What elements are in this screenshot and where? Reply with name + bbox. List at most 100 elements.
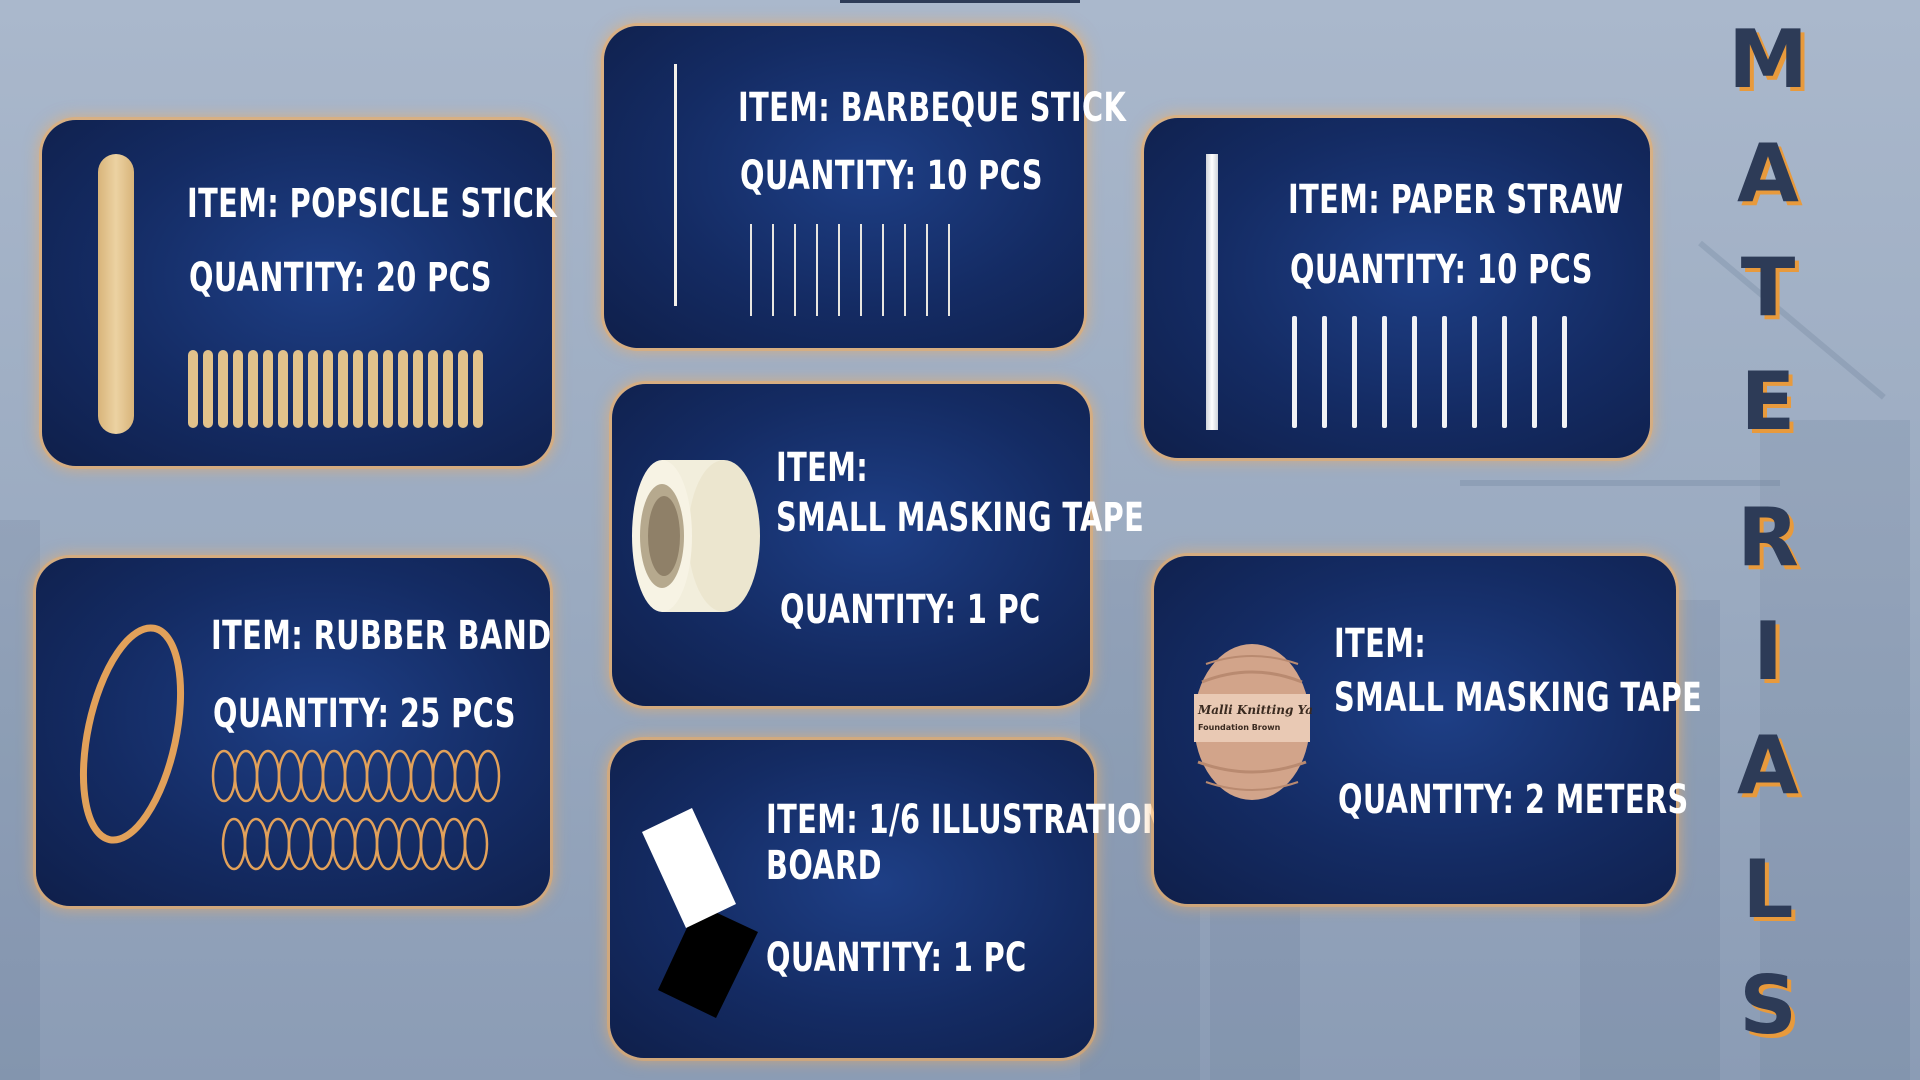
material-card-barbeque-stick: ITEM: BARBEQUE STICK QUANTITY: 10 PCS bbox=[604, 26, 1126, 348]
rubber-band-mini bbox=[321, 749, 347, 803]
paper-straw-mini bbox=[1442, 316, 1447, 428]
popsicle-stick-mini bbox=[218, 350, 228, 428]
title-letter: L bbox=[1742, 843, 1794, 936]
barbeque-stick-row bbox=[742, 222, 962, 318]
paper-straw-mini bbox=[1292, 316, 1297, 428]
item-quantity: QUANTITY: 20 PCS bbox=[189, 255, 492, 301]
item-quantity: QUANTITY: 1 PC bbox=[766, 935, 1027, 981]
title-letter: R bbox=[1737, 491, 1799, 584]
illustration-board-icon bbox=[630, 800, 764, 1022]
yarn-ball-icon: Malli Knitting Yarn Foundation Brown bbox=[1192, 642, 1328, 802]
background-building bbox=[0, 520, 40, 1080]
rubber-band-mini bbox=[353, 817, 379, 871]
barbeque-stick-icon bbox=[674, 64, 677, 306]
popsicle-stick-mini bbox=[233, 350, 243, 428]
popsicle-stick-mini bbox=[443, 350, 453, 428]
paper-straw-mini bbox=[1382, 316, 1387, 428]
paper-straw-mini bbox=[1532, 316, 1537, 428]
popsicle-stick-mini bbox=[308, 350, 318, 428]
rubber-band-mini bbox=[309, 817, 335, 871]
masking-tape-graphic bbox=[632, 460, 760, 612]
item-quantity: QUANTITY: 1 PC bbox=[780, 587, 1041, 633]
barbeque-stick-mini bbox=[948, 224, 950, 316]
item-name: ITEM: RUBBER BAND bbox=[211, 613, 552, 659]
rubber-band-mini bbox=[397, 817, 423, 871]
title-letter: T bbox=[1740, 241, 1796, 334]
illustration-board-graphic bbox=[642, 808, 758, 1018]
item-name-line2: SMALL MASKING TAPE bbox=[1334, 675, 1703, 721]
item-name-line1: ITEM: bbox=[1334, 621, 1427, 667]
popsicle-stick-mini bbox=[203, 350, 213, 428]
popsicle-stick-mini bbox=[413, 350, 423, 428]
popsicle-stick-mini bbox=[323, 350, 333, 428]
popsicle-stick-mini bbox=[368, 350, 378, 428]
barbeque-stick-mini bbox=[772, 224, 774, 316]
item-name-line1: ITEM: 1/6 ILLUSTRATION bbox=[766, 797, 1167, 843]
popsicle-stick-mini bbox=[428, 350, 438, 428]
rubber-band-mini bbox=[419, 817, 445, 871]
rubber-band-mini bbox=[375, 817, 401, 871]
item-quantity: QUANTITY: 10 PCS bbox=[1290, 247, 1593, 293]
item-quantity: QUANTITY: 25 PCS bbox=[213, 691, 516, 737]
paper-straws bbox=[1292, 316, 1567, 428]
barbeque-stick-mini bbox=[926, 224, 928, 316]
rubber-band-mini bbox=[431, 749, 457, 803]
item-name-line2: BOARD bbox=[766, 843, 882, 889]
background-building bbox=[1760, 420, 1910, 1080]
popsicle-stick-mini bbox=[278, 350, 288, 428]
rubber-band-mini bbox=[343, 749, 369, 803]
rubber-band-mini bbox=[277, 749, 303, 803]
yarn-label-line2: Foundation Brown bbox=[1198, 723, 1281, 732]
barbeque-stick-mini bbox=[882, 224, 884, 316]
rubber-band-mini bbox=[233, 749, 259, 803]
popsicle-stick-mini bbox=[458, 350, 468, 428]
paper-straw-mini bbox=[1562, 316, 1567, 428]
paper-straw-mini bbox=[1502, 316, 1507, 428]
popsicle-stick-mini bbox=[248, 350, 258, 428]
title-letter: E bbox=[1740, 355, 1796, 448]
paper-straw-mini bbox=[1472, 316, 1477, 428]
popsicle-stick-mini bbox=[338, 350, 348, 428]
popsicle-stick-mini bbox=[188, 350, 198, 428]
popsicle-stick-mini bbox=[398, 350, 408, 428]
title-letter: I bbox=[1753, 605, 1783, 698]
rubber-band-mini bbox=[331, 817, 357, 871]
material-card-paper-straw: ITEM: PAPER STRAW QUANTITY: 10 PCS bbox=[1144, 118, 1650, 458]
rubber-band-mini bbox=[409, 749, 435, 803]
material-card-rubber-band: ITEM: RUBBER BAND QUANTITY: 25 PCS bbox=[36, 558, 552, 906]
rubber-band-mini bbox=[287, 817, 313, 871]
barbeque-stick-mini bbox=[816, 224, 818, 316]
rubber-band-mini bbox=[299, 749, 325, 803]
item-quantity: QUANTITY: 2 METERS bbox=[1338, 777, 1689, 823]
popsicle-stick-icon bbox=[98, 154, 134, 434]
rubber-band-mini bbox=[475, 749, 501, 803]
popsicle-stick-mini bbox=[473, 350, 483, 428]
title-letter: A bbox=[1737, 127, 1799, 220]
barbeque-stick-mini bbox=[750, 224, 752, 316]
item-name-line2: SMALL MASKING TAPE bbox=[776, 495, 1145, 541]
item-name: ITEM: PAPER STRAW bbox=[1288, 177, 1624, 223]
rubber-band-row bbox=[210, 746, 510, 878]
title-letter: S bbox=[1739, 959, 1797, 1052]
paper-straw-row bbox=[1288, 314, 1578, 430]
item-name: ITEM: POPSICLE STICK bbox=[187, 181, 557, 227]
rubber-band-graphic bbox=[79, 624, 185, 844]
barbeque-stick-mini bbox=[904, 224, 906, 316]
rubber-band-mini bbox=[387, 749, 413, 803]
rubber-band-mini bbox=[211, 749, 237, 803]
rubber-band-mini bbox=[255, 749, 281, 803]
rubber-band-mini bbox=[441, 817, 467, 871]
popsicle-stick-mini bbox=[383, 350, 393, 428]
masking-tape-icon bbox=[630, 458, 764, 616]
item-name: ITEM: BARBEQUE STICK bbox=[738, 85, 1127, 131]
rubber-band-mini bbox=[265, 817, 291, 871]
yarn-label-line1: Malli Knitting Yarn bbox=[1197, 703, 1312, 717]
popsicle-stick-mini bbox=[293, 350, 303, 428]
rubber-band-mini bbox=[365, 749, 391, 803]
popsicle-stick-row bbox=[186, 348, 486, 430]
rubber-band-icon bbox=[64, 616, 200, 852]
yarn-ball-graphic: Malli Knitting Yarn Foundation Brown bbox=[1194, 644, 1328, 800]
material-card-masking-tape: ITEM: SMALL MASKING TAPE QUANTITY: 1 PC bbox=[612, 384, 1144, 706]
background-crane bbox=[1460, 480, 1780, 486]
rubber-bands bbox=[211, 749, 501, 871]
